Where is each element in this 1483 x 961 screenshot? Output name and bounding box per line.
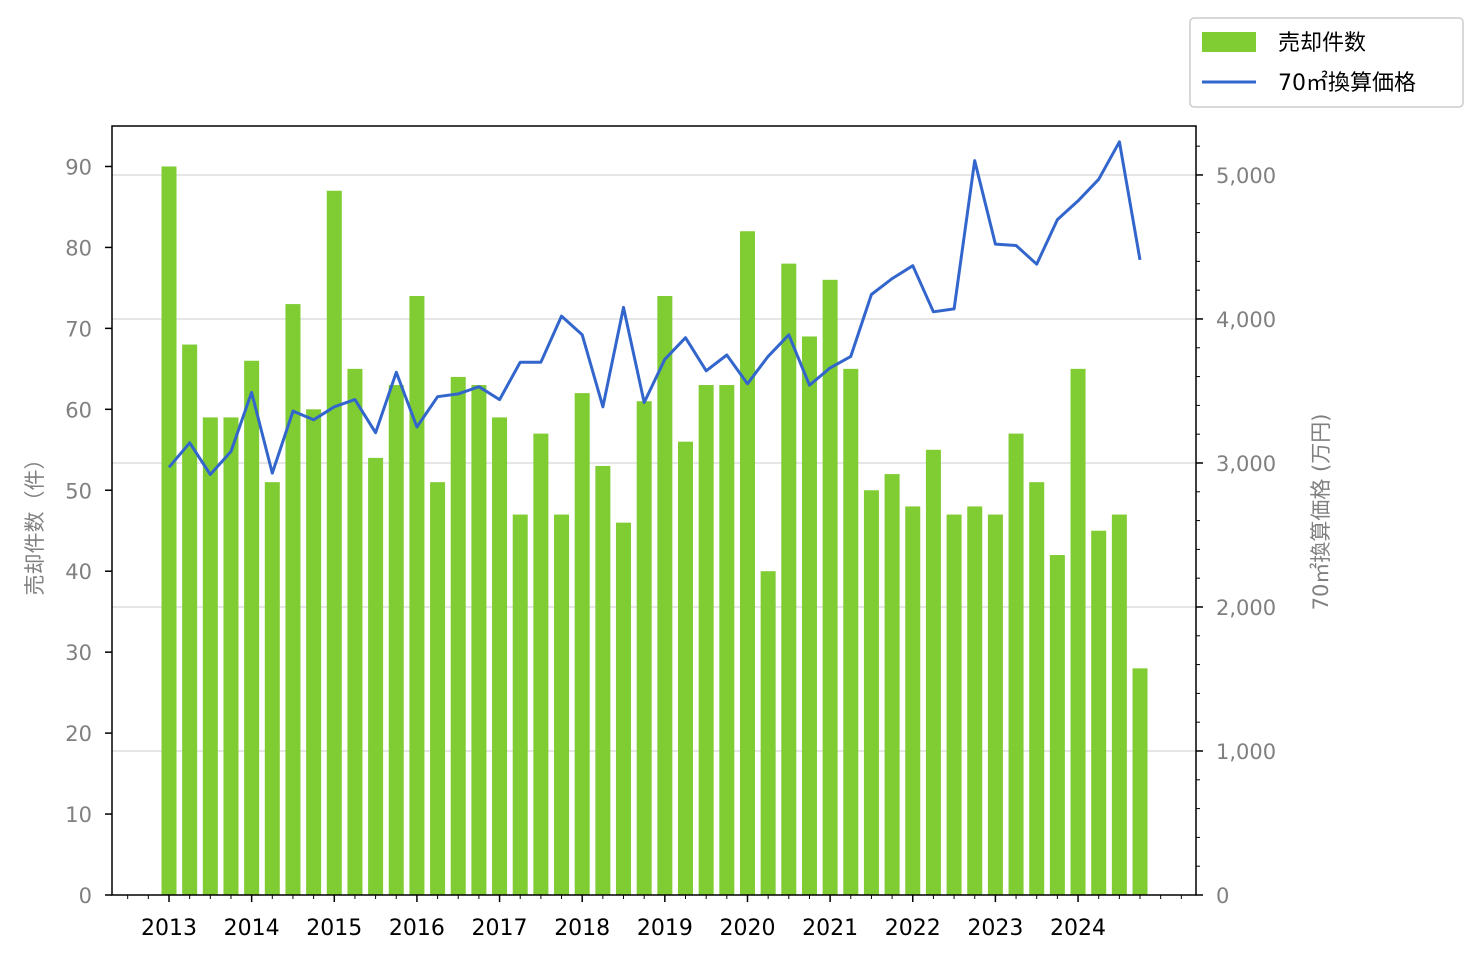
legend-line-label: 70㎡換算価格: [1278, 70, 1416, 96]
bar: [1008, 433, 1024, 895]
bar: [388, 385, 404, 895]
right-tick-label: 0: [1216, 884, 1229, 908]
bar: [409, 295, 425, 895]
bar: [182, 344, 198, 896]
bar: [574, 393, 590, 895]
bar: [347, 368, 363, 895]
price-series-line: [167, 140, 1142, 476]
bar: [1111, 514, 1127, 895]
bar: [264, 482, 280, 895]
x-tick-label: 2015: [306, 916, 362, 941]
bar: [512, 514, 528, 895]
legend-frame: [1189, 17, 1464, 108]
bar: [430, 482, 446, 895]
bar: [987, 514, 1003, 895]
bar: [884, 474, 900, 895]
left-tick-label: 50: [65, 479, 92, 503]
bars: [161, 166, 1148, 896]
left-axis: 0 10 20 30 40 50 60 70 80 90: [65, 155, 112, 908]
bar: [905, 506, 921, 895]
bar: [1049, 555, 1065, 895]
x-tick-label: 2018: [554, 916, 610, 941]
x-tick-label: 2024: [1050, 916, 1106, 941]
x-tick-label: 2021: [802, 916, 858, 941]
left-tick-label: 10: [65, 803, 92, 827]
left-tick-label: 0: [79, 884, 92, 908]
bar: [822, 279, 838, 895]
right-tick-label: 3,000: [1216, 452, 1276, 476]
bar: [946, 514, 962, 895]
legend-bar-swatch: [1202, 32, 1256, 52]
bar: [1029, 482, 1045, 895]
right-tick-label: 1,000: [1216, 740, 1276, 764]
x-axis: 2013 2014 2015 2016 2017 2018 2019 2020 2021 2022…: [127, 895, 1182, 941]
bar: [636, 401, 652, 895]
plot-frame: [111, 125, 1197, 896]
bar: [843, 368, 859, 895]
bar: [719, 385, 735, 895]
left-tick-label: 90: [65, 155, 92, 179]
bar: [554, 514, 570, 895]
left-tick-label: 40: [65, 560, 92, 584]
price-line: [167, 140, 1142, 476]
x-tick-label: 2022: [885, 916, 941, 941]
bar: [801, 336, 817, 896]
bar: [285, 304, 301, 895]
left-tick-label: 80: [65, 236, 92, 260]
right-axis-title: 70㎡換算価格 (万円): [1309, 414, 1333, 611]
left-tick-label: 20: [65, 722, 92, 746]
right-axis: 0 1,000 2,000 3,000 4,000 5,000: [1196, 145, 1276, 908]
bar: [967, 506, 983, 895]
legend-bar-label: 売却件数: [1278, 31, 1366, 56]
bar: [471, 385, 487, 895]
left-tick-label: 70: [65, 317, 92, 341]
bar: [202, 417, 218, 895]
x-tick-label: 2020: [719, 916, 775, 941]
right-tick-label: 4,000: [1216, 308, 1276, 332]
x-tick-label: 2023: [967, 916, 1023, 941]
left-axis-title: 売却件数（件）: [23, 449, 47, 596]
bar: [678, 441, 693, 895]
legend: 売却件数 70㎡換算価格: [1189, 17, 1464, 108]
bar: [925, 449, 941, 895]
bar: [533, 433, 549, 895]
bar: [326, 190, 342, 896]
bar: [760, 571, 776, 895]
bar: [595, 465, 611, 895]
bar: [1091, 530, 1107, 895]
bar: [657, 295, 673, 895]
bar: [698, 385, 714, 895]
bar: [616, 522, 632, 895]
bar: [863, 490, 879, 895]
right-tick-label: 5,000: [1216, 164, 1276, 188]
bar: [1132, 668, 1148, 895]
left-tick-label: 30: [65, 641, 92, 665]
bar: [161, 166, 177, 895]
bar: [306, 409, 322, 895]
x-tick-label: 2013: [141, 916, 197, 941]
bar: [781, 263, 797, 895]
bar: [492, 417, 508, 895]
x-tick-label: 2019: [637, 916, 693, 941]
bar: [739, 231, 755, 896]
bar: [368, 457, 384, 895]
bar: [244, 360, 260, 895]
x-tick-label: 2016: [389, 916, 445, 941]
left-tick-label: 60: [65, 398, 92, 422]
bar: [450, 376, 466, 895]
right-tick-label: 2,000: [1216, 596, 1276, 620]
bar: [223, 417, 239, 895]
x-tick-label: 2014: [224, 916, 280, 941]
x-tick-label: 2017: [472, 916, 528, 941]
bar: [1070, 368, 1086, 895]
